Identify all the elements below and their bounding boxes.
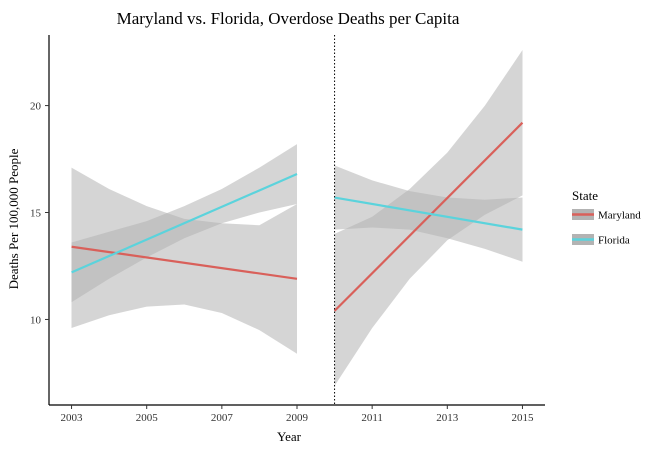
trend-line-florida-1 (71, 173, 298, 274)
x-tick-label: 2009 (286, 412, 309, 424)
legend-label-maryland: Maryland (598, 210, 641, 222)
legend-title: State (572, 188, 598, 203)
y-tick-label: 10 (30, 314, 42, 326)
x-tick-label: 2005 (136, 412, 159, 424)
x-tick-label: 2011 (361, 412, 383, 424)
y-axis-label: Deaths Per 100,000 People (6, 148, 21, 289)
legend-label-florida: Florida (598, 235, 630, 247)
x-tick-label: 2013 (436, 412, 459, 424)
y-tick-label: 20 (30, 101, 42, 113)
x-axis-label: Year (277, 429, 302, 444)
series-lines (71, 121, 524, 312)
y-ticks: 10 15 20 (30, 101, 49, 326)
trend-line-maryland-1 (71, 245, 298, 280)
x-tick-label: 2003 (61, 412, 84, 424)
chart-title: Maryland vs. Florida, Overdose Deaths pe… (117, 9, 460, 28)
x-tick-label: 2007 (211, 412, 234, 424)
confidence-band-maryland-1 (71, 167, 297, 354)
trend-line-florida-2 (334, 196, 523, 231)
y-tick-label: 15 (30, 208, 42, 220)
legend: State Maryland Florida (572, 188, 641, 247)
trend-line-maryland-2 (333, 121, 524, 312)
x-tick-label: 2015 (511, 412, 534, 424)
x-ticks: 2003 2005 2007 2009 2011 2013 2015 (61, 405, 534, 424)
